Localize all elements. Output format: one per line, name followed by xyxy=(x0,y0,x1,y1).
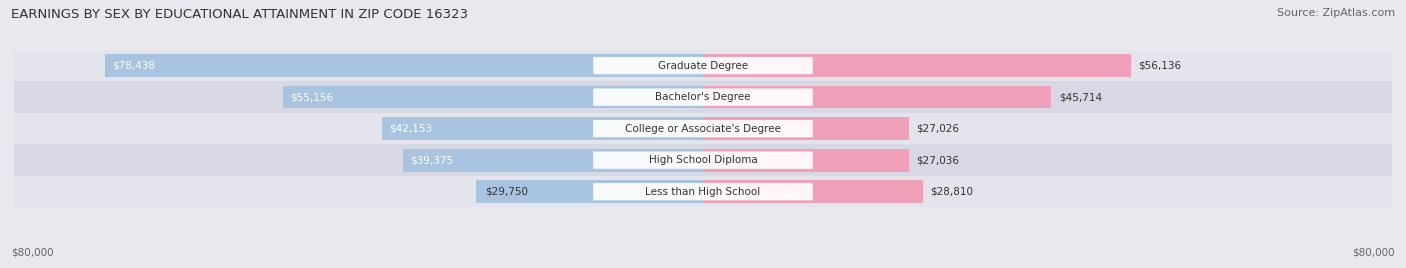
Bar xyxy=(703,54,1130,77)
FancyBboxPatch shape xyxy=(593,183,813,200)
Text: College or Associate's Degree: College or Associate's Degree xyxy=(626,124,780,134)
Bar xyxy=(404,149,703,172)
FancyBboxPatch shape xyxy=(593,88,813,106)
Text: $27,036: $27,036 xyxy=(917,155,959,165)
Text: $55,156: $55,156 xyxy=(290,92,333,102)
FancyBboxPatch shape xyxy=(593,120,813,137)
Text: High School Diploma: High School Diploma xyxy=(648,155,758,165)
Bar xyxy=(14,50,1392,81)
Bar xyxy=(477,180,703,203)
Text: Source: ZipAtlas.com: Source: ZipAtlas.com xyxy=(1277,8,1395,18)
Text: Less than High School: Less than High School xyxy=(645,187,761,197)
Bar xyxy=(382,117,703,140)
Text: EARNINGS BY SEX BY EDUCATIONAL ATTAINMENT IN ZIP CODE 16323: EARNINGS BY SEX BY EDUCATIONAL ATTAINMEN… xyxy=(11,8,468,21)
Text: $28,810: $28,810 xyxy=(929,187,973,197)
Text: $45,714: $45,714 xyxy=(1059,92,1102,102)
Text: $42,153: $42,153 xyxy=(389,124,432,134)
Bar xyxy=(14,176,1392,207)
Bar xyxy=(283,86,703,109)
Bar xyxy=(14,113,1392,144)
Bar xyxy=(14,144,1392,176)
Text: $56,136: $56,136 xyxy=(1137,61,1181,70)
Text: $80,000: $80,000 xyxy=(11,247,53,257)
Bar xyxy=(703,117,908,140)
Text: $29,750: $29,750 xyxy=(485,187,529,197)
Text: $39,375: $39,375 xyxy=(411,155,453,165)
Bar xyxy=(703,149,910,172)
Bar xyxy=(14,81,1392,113)
Bar xyxy=(703,86,1052,109)
Text: Graduate Degree: Graduate Degree xyxy=(658,61,748,70)
Text: Bachelor's Degree: Bachelor's Degree xyxy=(655,92,751,102)
Text: $78,438: $78,438 xyxy=(112,61,156,70)
Bar xyxy=(703,180,922,203)
Text: $27,026: $27,026 xyxy=(917,124,959,134)
FancyBboxPatch shape xyxy=(593,151,813,169)
FancyBboxPatch shape xyxy=(593,57,813,74)
Text: $80,000: $80,000 xyxy=(1353,247,1395,257)
Bar xyxy=(105,54,703,77)
